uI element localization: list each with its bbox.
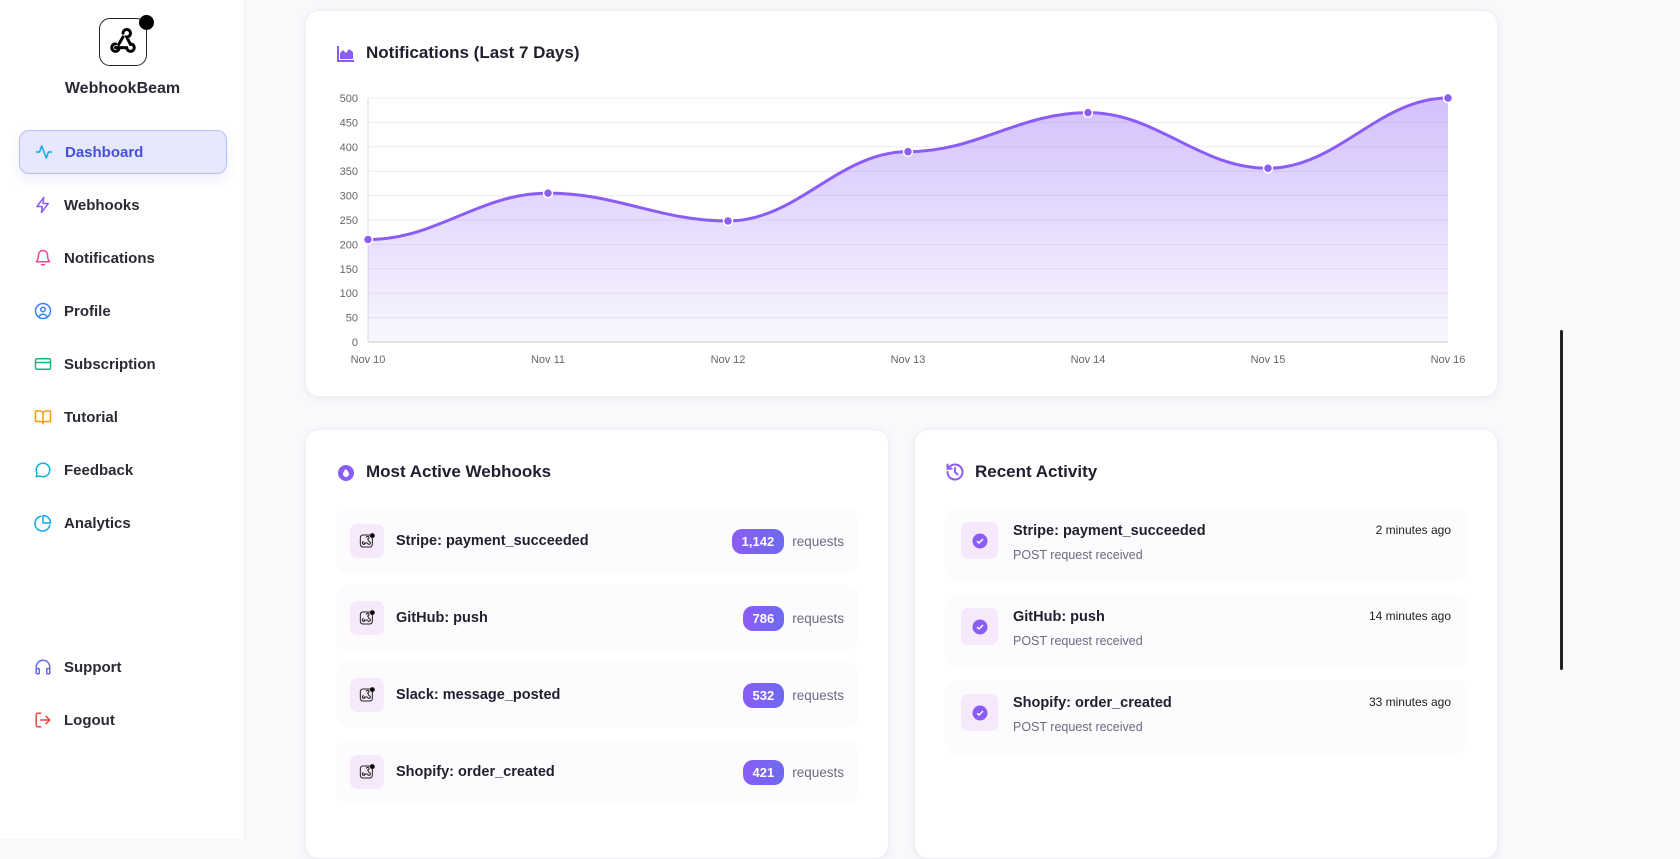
- scrollbar[interactable]: [1560, 330, 1563, 670]
- most-active-title: Most Active Webhooks: [366, 462, 552, 481]
- credit-card-icon: [34, 358, 52, 370]
- activity-row[interactable]: Shopify: order_created POST request recei…: [945, 680, 1467, 754]
- y-tick-label: 50: [346, 313, 358, 325]
- pie-chart-icon: [34, 514, 52, 532]
- sidebar-item-analytics[interactable]: Analytics: [19, 501, 227, 545]
- webhook-row[interactable]: Stripe: payment_succeeded 1,142 requests: [336, 508, 858, 574]
- activity-row[interactable]: Stripe: payment_succeeded POST request re…: [945, 508, 1467, 582]
- headphones-icon: [35, 659, 51, 675]
- request-count-badge: 421: [742, 759, 785, 785]
- webhook-icon: [350, 524, 384, 558]
- chart-title: Notifications (Last 7 Days): [366, 43, 580, 62]
- recent-activity-title: Recent Activity: [975, 462, 1098, 481]
- x-tick-label: Nov 14: [1071, 354, 1106, 366]
- user-circle-icon: [34, 302, 52, 320]
- webhook-row[interactable]: Slack: message_posted 532 requests: [336, 662, 858, 728]
- sidebar-item-tutorial[interactable]: Tutorial: [19, 395, 227, 439]
- y-tick-label: 0: [352, 337, 358, 349]
- recent-activity-card: Recent Activity Stripe: payment_succeede…: [914, 429, 1498, 859]
- x-tick-label: Nov 15: [1251, 354, 1286, 366]
- sidebar-item-profile[interactable]: Profile: [19, 289, 227, 333]
- notifications-chart-card: Notifications (Last 7 Days) 0 50 100 150 200…: [305, 10, 1498, 397]
- data-point[interactable]: [902, 146, 914, 157]
- y-tick-label: 250: [340, 215, 358, 227]
- request-count-badge: 1,142: [731, 528, 785, 554]
- brand-name: WebhookBeam: [64, 80, 181, 97]
- sidebar-item-logout[interactable]: Logout: [19, 698, 227, 742]
- y-tick-label: 300: [340, 191, 358, 203]
- sidebar-item-support[interactable]: Support: [19, 645, 227, 689]
- activity-icon: [35, 145, 53, 159]
- sidebar-item-subscription[interactable]: Subscription: [19, 342, 227, 386]
- area-chart-icon: [337, 46, 354, 62]
- line-chart: 0 50 100 150 200 250 300 350 400 450 500 Nov 10 Nov …: [340, 92, 1466, 366]
- request-count-badge: 532: [742, 682, 785, 708]
- y-tick-label: 100: [340, 288, 358, 300]
- y-tick-label: 450: [340, 117, 358, 129]
- sidebar-item-webhooks[interactable]: Webhooks: [19, 183, 227, 227]
- sidebar-item-feedback[interactable]: Feedback: [19, 448, 227, 492]
- data-point[interactable]: [362, 234, 374, 245]
- webhook-row[interactable]: GitHub: push 786 requests: [336, 585, 858, 651]
- y-tick-label: 350: [340, 166, 358, 178]
- activity-row[interactable]: GitHub: push POST request received 14 minu…: [945, 594, 1467, 668]
- sidebar-item-dashboard[interactable]: Dashboard: [19, 130, 227, 174]
- webhook-icon: [350, 678, 384, 712]
- data-point[interactable]: [1082, 107, 1094, 118]
- request-count-badge: 786: [742, 605, 785, 631]
- flame-icon: [338, 465, 354, 481]
- webhook-row[interactable]: Shopify: order_created 421 requests: [336, 739, 858, 805]
- check-circle-icon: [961, 694, 998, 731]
- webhook-logo-icon: [99, 15, 154, 66]
- area-fill: [368, 98, 1448, 342]
- x-tick-label: Nov 16: [1431, 354, 1466, 366]
- y-tick-label: 500: [340, 93, 358, 105]
- check-circle-icon: [961, 608, 998, 645]
- y-tick-label: 150: [340, 264, 358, 276]
- check-circle-icon: [961, 522, 998, 559]
- sidebar-item-notifications[interactable]: Notifications: [19, 236, 227, 280]
- zap-icon: [36, 196, 49, 214]
- x-tick-label: Nov 11: [531, 354, 565, 366]
- book-icon: [34, 410, 52, 425]
- message-circle-icon: [35, 462, 51, 478]
- y-tick-label: 400: [340, 142, 358, 154]
- webhook-icon: [350, 601, 384, 635]
- data-point[interactable]: [1442, 92, 1454, 104]
- sidebar: WebhookBeam Dashboard Webhooks Notificatio…: [0, 0, 245, 839]
- data-point[interactable]: [542, 187, 554, 199]
- y-tick-label: 200: [340, 239, 358, 251]
- x-tick-label: Nov 12: [711, 354, 746, 366]
- data-point[interactable]: [722, 215, 734, 227]
- bell-icon: [35, 249, 51, 266]
- x-tick-label: Nov 10: [351, 354, 386, 366]
- logout-icon: [35, 712, 51, 728]
- most-active-webhooks-card: Most Active Webhooks Stripe: payment_suc…: [305, 429, 889, 859]
- data-point[interactable]: [1262, 163, 1274, 174]
- x-tick-label: Nov 13: [891, 354, 926, 366]
- webhook-icon: [350, 755, 384, 789]
- history-icon: [946, 463, 964, 481]
